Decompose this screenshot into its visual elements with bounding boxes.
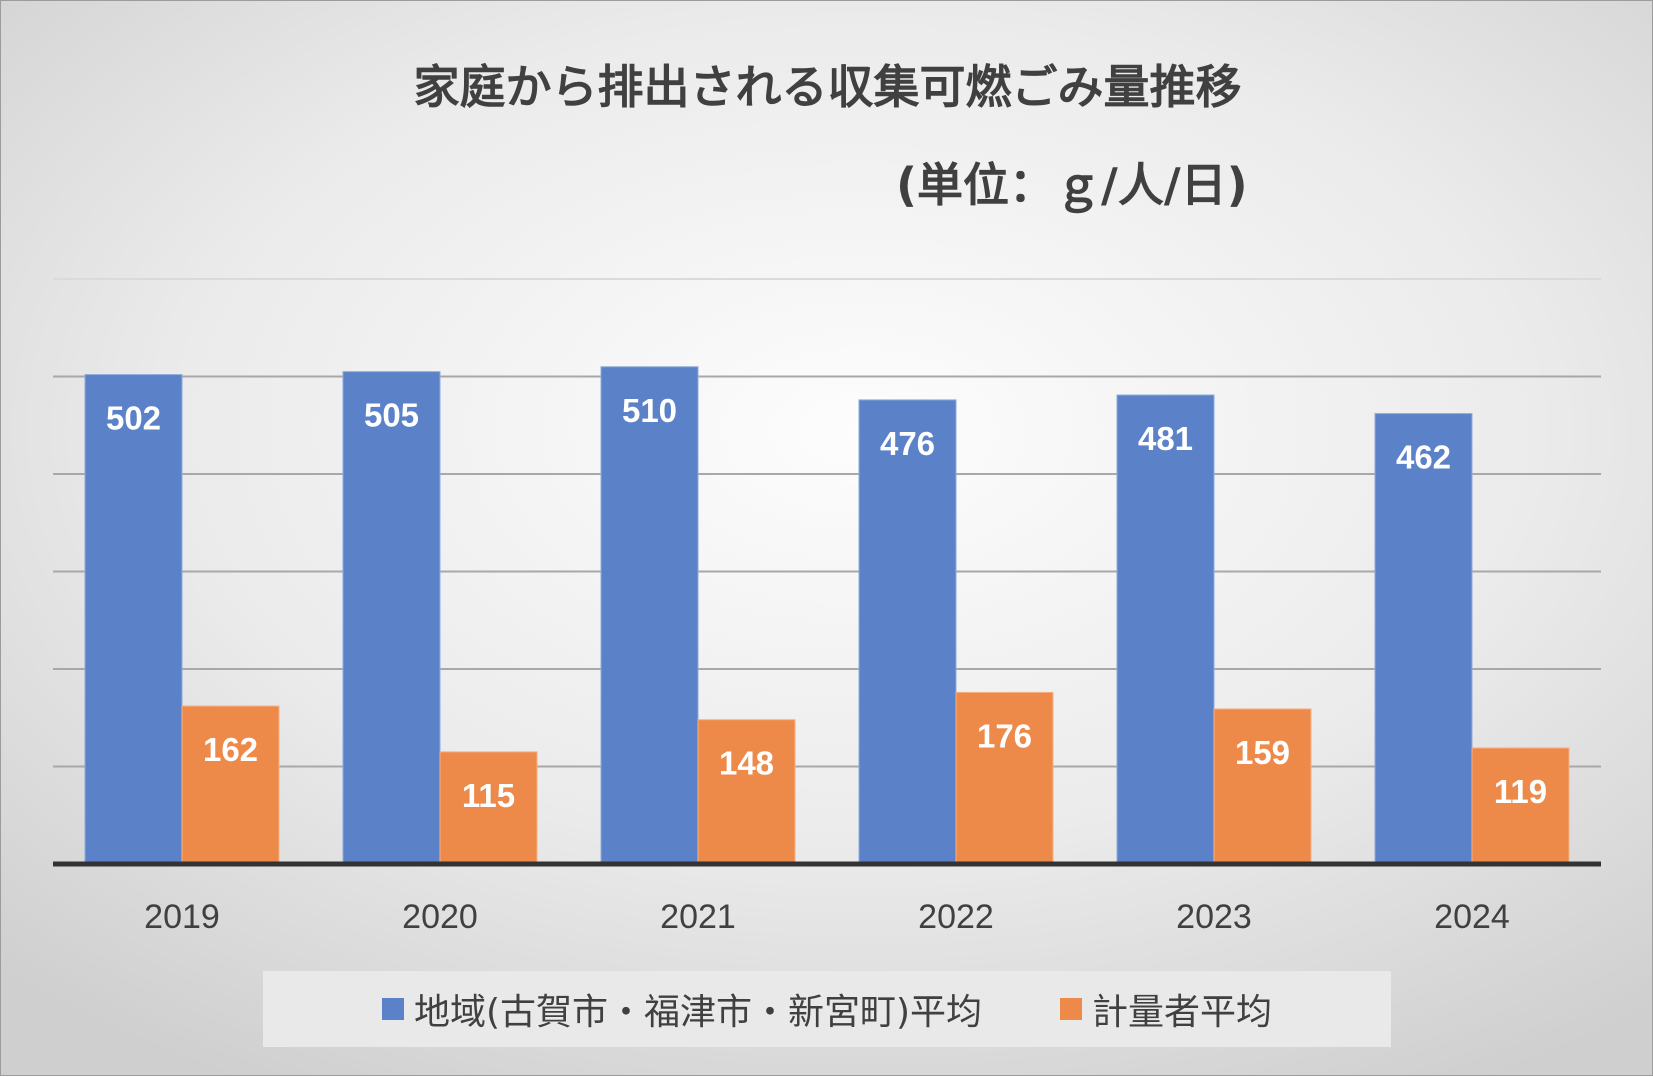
data-label: 162: [203, 731, 258, 768]
x-tick-label: 2024: [1434, 898, 1510, 936]
data-label: 462: [1396, 439, 1451, 476]
bar-regional-average: [342, 371, 441, 865]
data-label: 115: [462, 777, 515, 814]
data-label: 176: [977, 717, 1032, 754]
bar-regional-average: [84, 374, 183, 865]
bar-measurer-average: [697, 719, 796, 865]
bar-measurer-average: [1213, 708, 1312, 865]
chart-title: 家庭から排出される収集可燃ごみ量推移: [413, 60, 1242, 114]
bar-measurer-average: [439, 751, 538, 865]
data-label: 159: [1235, 734, 1290, 771]
x-tick-label: 2019: [144, 898, 220, 936]
data-label: 481: [1138, 420, 1193, 457]
legend-swatch-orange: [1060, 998, 1083, 1020]
legend-swatch-blue: [381, 998, 404, 1020]
data-label: 476: [880, 425, 935, 462]
legend-label: 計量者平均: [1092, 992, 1273, 1033]
bar-regional-average: [600, 366, 699, 865]
x-axis: 2019 2020 2021 2022 2023 2024: [53, 861, 1601, 936]
data-label: 119: [1494, 773, 1547, 810]
bar-measurer-average: [181, 705, 280, 865]
bars: [84, 366, 1570, 865]
x-tick-label: 2022: [918, 898, 994, 936]
data-label: 505: [364, 397, 419, 434]
data-label: 502: [106, 400, 161, 437]
data-label: 510: [622, 392, 677, 429]
legend: 地域(古賀市・福津市・新宮町)平均 計量者平均: [263, 971, 1391, 1047]
chart-unit-subtitle: (単位：ｇ/人/日): [896, 158, 1248, 212]
x-tick-label: 2023: [1176, 898, 1252, 936]
data-label: 148: [719, 745, 774, 782]
bar-measurer-average: [955, 691, 1054, 865]
x-tick-label: 2020: [402, 898, 478, 936]
legend-item-regional-average: 地域(古賀市・福津市・新宮町)平均: [381, 983, 983, 1035]
bar-regional-average: [1374, 413, 1473, 865]
bar-regional-average: [858, 399, 957, 865]
data-labels: 502 162 505 115 510 148 476 176 481 159 462 119: [106, 392, 1547, 814]
gridlines: [53, 278, 1601, 768]
legend-label: 地域(古賀市・福津市・新宮町)平均: [413, 992, 983, 1033]
bar-regional-average: [1116, 394, 1215, 865]
bar-measurer-average: [1471, 747, 1570, 865]
legend-item-measurer-average: 計量者平均: [1060, 983, 1272, 1035]
x-tick-label: 2021: [660, 898, 736, 936]
